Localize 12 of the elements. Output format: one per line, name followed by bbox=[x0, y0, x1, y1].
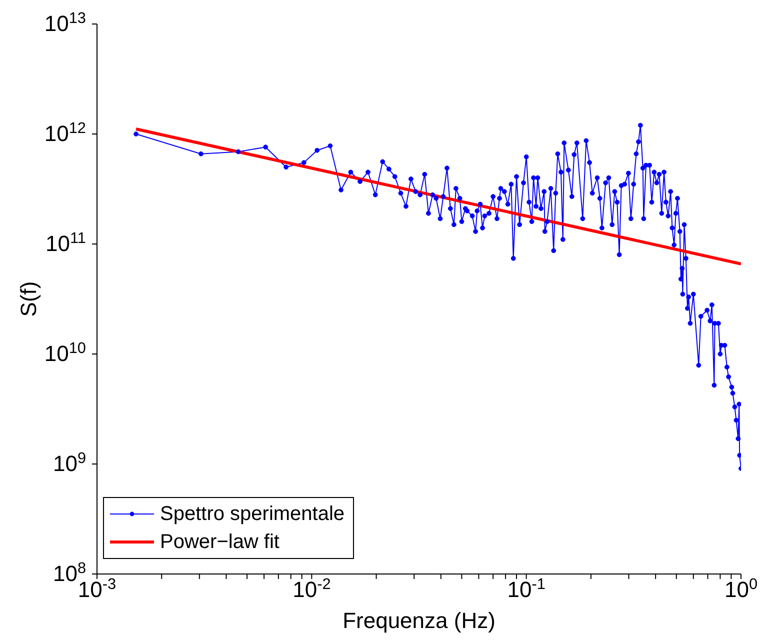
y-tick-label: 10$^{11}$ bbox=[46, 230, 86, 256]
y-tick-label: 10$^{9}$ bbox=[52, 450, 86, 476]
y-axis-title: S(f) bbox=[16, 281, 41, 317]
legend-label: Spettro sperimentale bbox=[160, 502, 345, 527]
legend-label: Power−law fit bbox=[160, 530, 280, 555]
x-tick-label: 10$^{-2}$ bbox=[292, 576, 331, 602]
x-tick-label: 10$^{-1}$ bbox=[507, 576, 546, 602]
x-axis-title: Frequenza (Hz) bbox=[342, 608, 496, 633]
x-tick-label: 10$^{0}$ bbox=[724, 576, 758, 602]
y-tick-label: 10$^{13}$ bbox=[44, 10, 86, 36]
y-tick-label: 10$^{10}$ bbox=[44, 340, 86, 366]
y-tick-label: 10$^{12}$ bbox=[44, 120, 86, 146]
